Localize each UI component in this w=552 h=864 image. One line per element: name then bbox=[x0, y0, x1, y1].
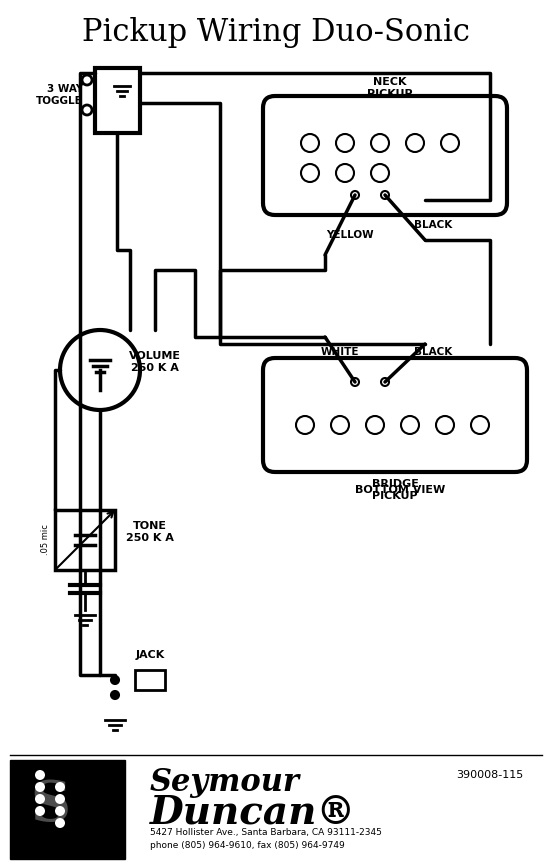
Circle shape bbox=[336, 164, 354, 182]
Circle shape bbox=[441, 134, 459, 152]
Text: BRIDGE
PICKUP: BRIDGE PICKUP bbox=[371, 480, 418, 501]
Bar bbox=[55, 510, 115, 570]
Text: 390008-115: 390008-115 bbox=[457, 770, 524, 780]
Circle shape bbox=[301, 164, 319, 182]
Circle shape bbox=[301, 134, 319, 152]
Text: WHITE: WHITE bbox=[321, 347, 359, 357]
Circle shape bbox=[436, 416, 454, 434]
Circle shape bbox=[351, 191, 359, 199]
Text: NECK
PICKUP: NECK PICKUP bbox=[367, 77, 413, 98]
Circle shape bbox=[296, 416, 314, 434]
Circle shape bbox=[111, 676, 119, 684]
Text: 3 WAY
TOGGLE: 3 WAY TOGGLE bbox=[36, 84, 83, 105]
Circle shape bbox=[471, 416, 489, 434]
Text: .05 mic: .05 mic bbox=[40, 524, 50, 556]
Text: JACK: JACK bbox=[135, 650, 164, 660]
Bar bbox=[135, 670, 165, 690]
Text: 5427 Hollister Ave., Santa Barbara, CA 93111-2345: 5427 Hollister Ave., Santa Barbara, CA 9… bbox=[150, 829, 382, 837]
Text: BLACK: BLACK bbox=[414, 220, 452, 230]
Text: Seymour: Seymour bbox=[150, 767, 300, 798]
Circle shape bbox=[111, 691, 119, 699]
Text: Pickup Wiring Duo-Sonic: Pickup Wiring Duo-Sonic bbox=[82, 16, 470, 48]
Circle shape bbox=[35, 782, 45, 792]
Circle shape bbox=[381, 378, 389, 386]
Circle shape bbox=[351, 378, 359, 386]
Circle shape bbox=[401, 416, 419, 434]
Circle shape bbox=[82, 75, 92, 85]
FancyBboxPatch shape bbox=[263, 358, 527, 472]
Text: BOTTOM VIEW: BOTTOM VIEW bbox=[355, 485, 445, 495]
Circle shape bbox=[381, 191, 389, 199]
Circle shape bbox=[331, 416, 349, 434]
Circle shape bbox=[406, 134, 424, 152]
Circle shape bbox=[55, 794, 65, 804]
Circle shape bbox=[82, 105, 92, 115]
Circle shape bbox=[35, 770, 45, 780]
Text: BLACK: BLACK bbox=[414, 347, 452, 357]
Bar bbox=[95, 68, 140, 133]
Circle shape bbox=[366, 416, 384, 434]
Circle shape bbox=[35, 794, 45, 804]
Bar bbox=[10, 760, 125, 859]
Text: YELLOW: YELLOW bbox=[326, 230, 374, 240]
FancyBboxPatch shape bbox=[263, 96, 507, 215]
Circle shape bbox=[55, 818, 65, 828]
Circle shape bbox=[371, 134, 389, 152]
Circle shape bbox=[55, 806, 65, 816]
Circle shape bbox=[336, 134, 354, 152]
Text: Duncan®: Duncan® bbox=[150, 794, 356, 832]
Circle shape bbox=[60, 330, 140, 410]
Circle shape bbox=[371, 164, 389, 182]
Circle shape bbox=[35, 806, 45, 816]
Text: VOLUME
250 K A: VOLUME 250 K A bbox=[129, 351, 181, 372]
Text: S: S bbox=[30, 778, 70, 833]
Circle shape bbox=[55, 782, 65, 792]
Text: TONE
250 K A: TONE 250 K A bbox=[126, 521, 174, 543]
Text: phone (805) 964-9610, fax (805) 964-9749: phone (805) 964-9610, fax (805) 964-9749 bbox=[150, 841, 345, 849]
